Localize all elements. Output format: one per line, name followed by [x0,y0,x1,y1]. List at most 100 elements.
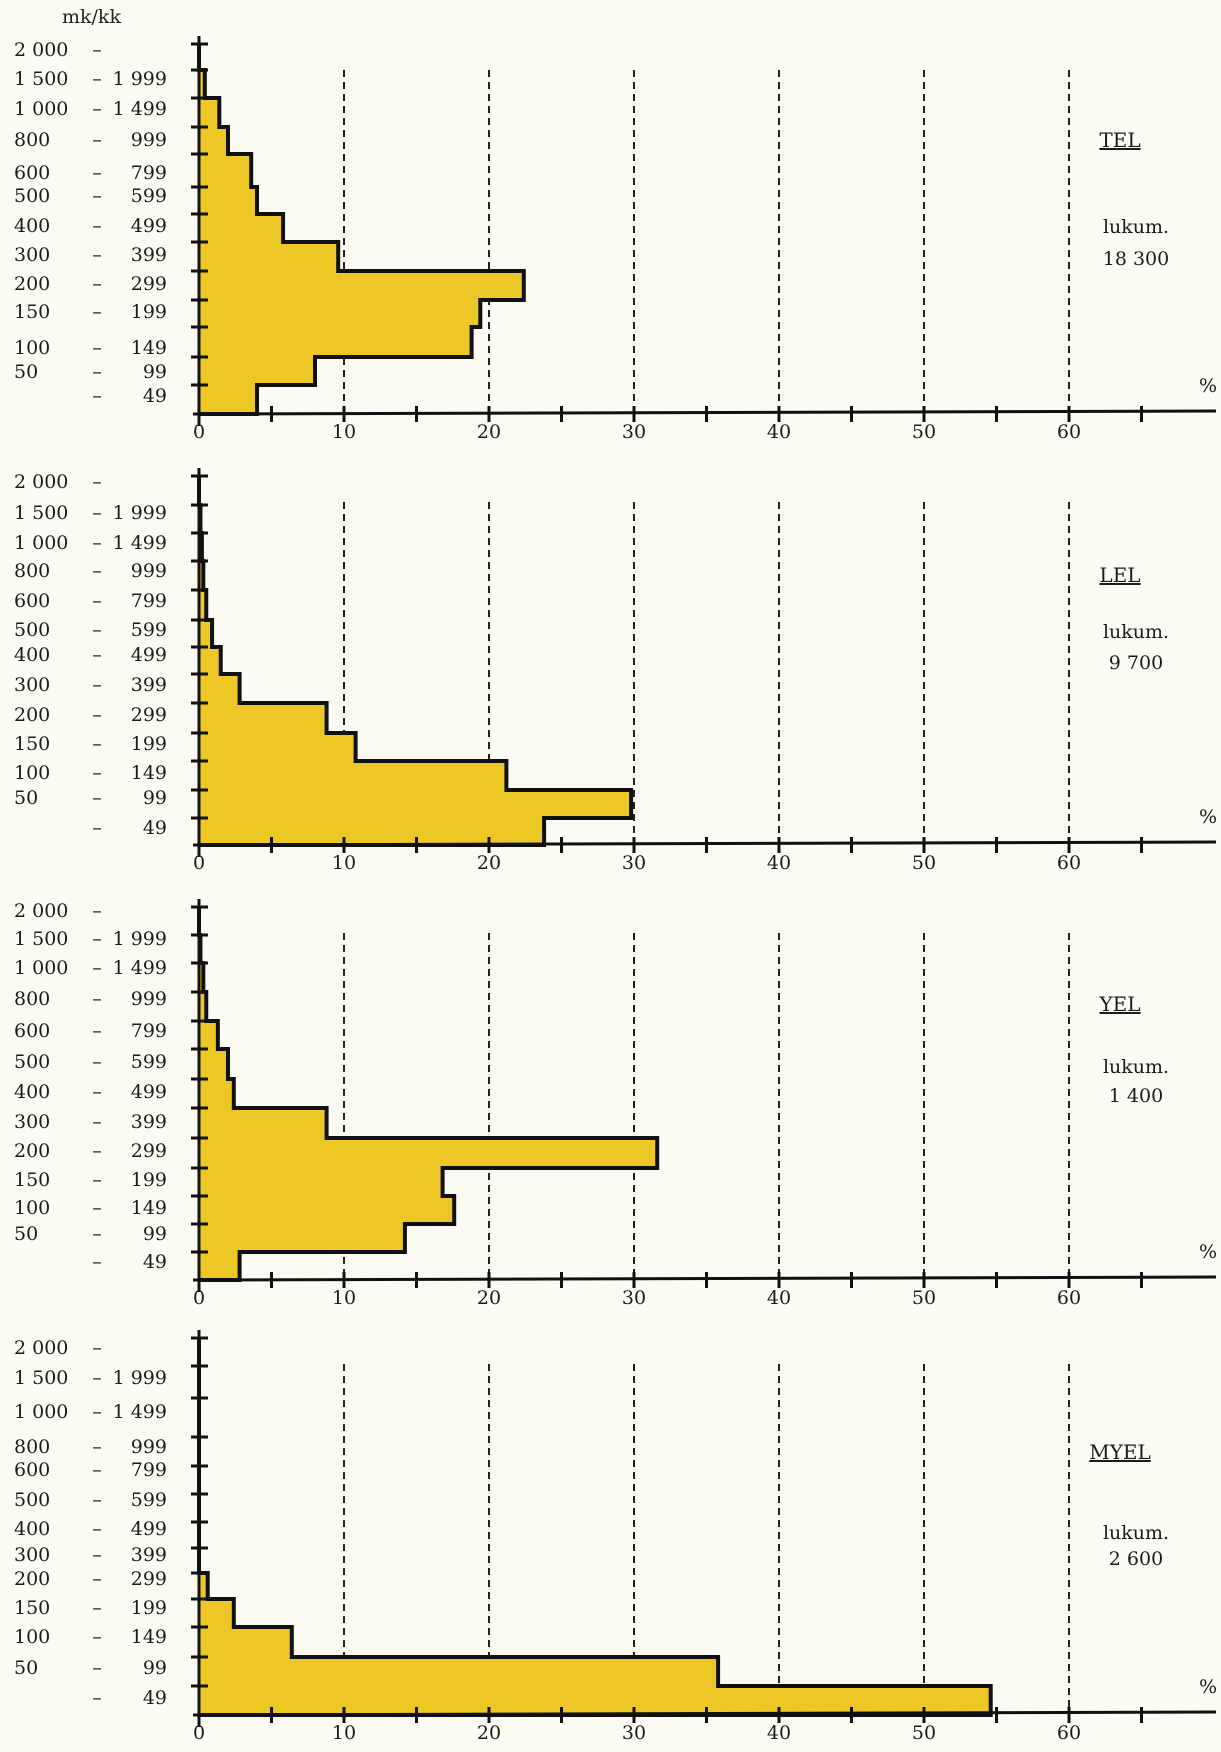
category-label-upper: 299 [131,1568,167,1590]
category-dash: – [92,1367,102,1389]
category-label-upper: 299 [131,704,167,726]
category-dash: – [92,98,102,120]
histogram-panel-yel: 0 10 20 30 40 50 60% – 49 50 – 99 100 – 149 150 – 199 200 –… [14,899,1217,1309]
category-label-lower: 150 [14,301,50,323]
category-label-upper: 99 [143,1223,167,1245]
category-label-upper: 499 [131,1081,167,1103]
category-label-lower: 1 000 [14,532,68,554]
category-label-lower: 800 [14,560,50,582]
x-tick-label: 10 [332,1722,356,1744]
category-label-upper: 1 499 [113,98,167,120]
category-dash: – [92,244,102,266]
histogram-panel-tel: 0 10 20 30 40 50 60% – 49 50 – 99 100 – 149 150 – 199 200 –… [14,36,1217,443]
category-label-upper: 299 [131,1140,167,1162]
category-label-lower: 100 [14,337,50,359]
x-tick-label: 50 [912,421,936,443]
category-dash: – [92,1020,102,1042]
category-label-lower: 150 [14,733,50,755]
category-dash: – [92,787,102,809]
x-tick-label: 20 [477,852,501,874]
category-label-lower: 600 [14,1020,50,1042]
category-dash: – [92,674,102,696]
category-label-upper: 399 [131,674,167,696]
x-tick-label: 40 [767,421,791,443]
category-dash: – [92,1657,102,1679]
category-label-upper: 299 [131,273,167,295]
x-tick-label: 10 [332,852,356,874]
category-label-upper: 399 [131,1544,167,1566]
category-dash: – [92,1197,102,1219]
y-axis-unit: mk/kk [62,6,121,28]
category-dash: – [92,900,102,922]
histogram-fill [199,907,658,1280]
category-dash: – [92,39,102,61]
category-label-lower: 300 [14,1111,50,1133]
x-tick-label: 50 [912,852,936,874]
x-tick-label: 10 [332,421,356,443]
category-label-upper: 49 [143,1251,167,1273]
count-value: 9 700 [1109,652,1163,674]
category-dash: – [92,129,102,151]
category-dash: – [92,1337,102,1359]
x-tick-label: 30 [622,1287,646,1309]
category-dash: – [92,1111,102,1133]
count-label: lukum. [1103,621,1169,643]
category-label-upper: 1 499 [113,1401,167,1423]
category-label-lower: 500 [14,619,50,641]
category-dash: – [92,361,102,383]
category-dash: – [92,1544,102,1566]
category-label-upper: 149 [131,1197,167,1219]
x-tick-label: 60 [1057,852,1081,874]
category-dash: – [92,337,102,359]
category-label-upper: 399 [131,1111,167,1133]
category-label-lower: 600 [14,162,50,184]
category-dash: – [92,1169,102,1191]
category-label-lower: 100 [14,1626,50,1648]
histogram-outline [197,907,660,1282]
count-label: lukum. [1103,216,1169,238]
x-axis [192,840,1217,847]
category-label-upper: 49 [143,817,167,839]
category-label-lower: 200 [14,1568,50,1590]
category-dash: – [92,1081,102,1103]
category-label-lower: 50 [14,361,38,383]
category-dash: – [92,1140,102,1162]
panel-title: MYEL [1089,1440,1151,1464]
category-label-lower: 300 [14,1544,50,1566]
x-unit-label: % [1199,375,1217,397]
category-label-upper: 399 [131,244,167,266]
category-label-upper: 149 [131,762,167,784]
x-tick-label: 0 [193,1287,205,1309]
histogram-outline [197,476,634,847]
x-tick-label: 30 [622,1722,646,1744]
histogram-outline [197,1338,993,1717]
category-label-upper: 799 [131,1459,167,1481]
x-tick-label: 60 [1057,1287,1081,1309]
category-label-upper: 1 999 [113,928,167,950]
category-label-lower: 100 [14,762,50,784]
category-dash: – [92,988,102,1010]
category-label-lower: 50 [14,1657,38,1679]
histogram-panel-myel: 0 10 20 30 40 50 60% – 49 50 – 99 100 – 149 150 – 199 200 –… [14,1330,1217,1744]
category-label-lower: 150 [14,1169,50,1191]
panel-title: YEL [1098,992,1140,1016]
category-label-lower: 1 500 [14,1367,68,1389]
category-dash: – [92,928,102,950]
count-value: 1 400 [1109,1085,1163,1107]
category-dash: – [92,532,102,554]
x-unit-label: % [1199,806,1217,828]
category-label-upper: 199 [131,733,167,755]
category-label-lower: 1 000 [14,1401,68,1423]
category-dash: – [92,1251,102,1273]
category-dash: – [92,185,102,207]
category-label-lower: 400 [14,644,50,666]
x-tick-label: 40 [767,1287,791,1309]
x-tick-label: 50 [912,1722,936,1744]
x-tick-label: 0 [193,421,205,443]
category-label-lower: 1 500 [14,68,68,90]
category-label-upper: 999 [131,1436,167,1458]
x-unit-label: % [1199,1676,1217,1698]
category-label-upper: 1 999 [113,1367,167,1389]
category-label-upper: 799 [131,590,167,612]
category-dash: – [92,1051,102,1073]
